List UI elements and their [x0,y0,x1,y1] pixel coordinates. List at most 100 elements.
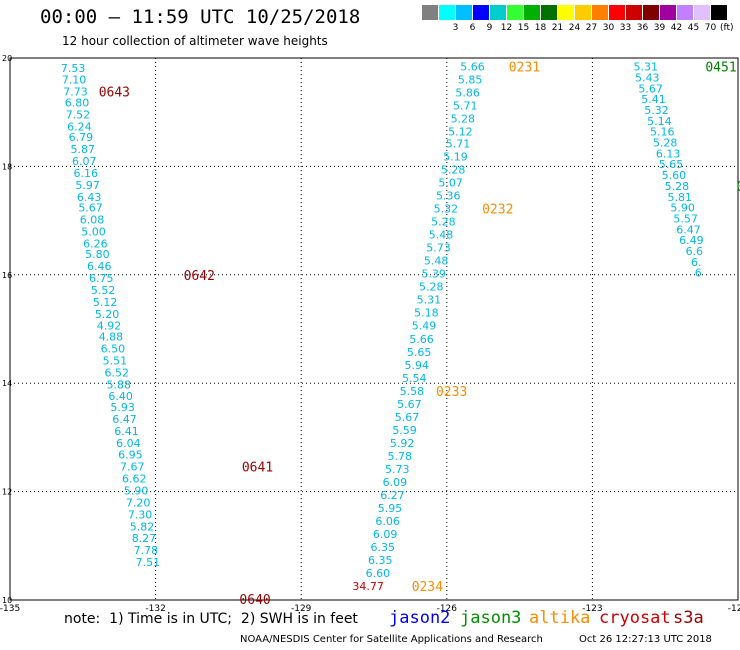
legend-label: 33 [619,23,632,33]
wave-height-label: 6.62 [122,473,147,486]
chart-subtitle: 12 hour collection of altimeter wave hei… [62,34,328,48]
legend-swatch [609,5,626,20]
legend-swatch [558,5,575,20]
legend-label: 18 [534,23,547,33]
legend-label: 15 [517,23,530,33]
legend-swatch [575,5,592,20]
x-tick-label: -132 [145,604,165,614]
wave-height-label: 7.53 [61,62,86,75]
pass-time-label: 0643 [99,86,130,101]
x-tick-label: -135 [0,604,20,614]
wave-height-label: 6.09 [373,528,398,541]
legend-label: 6 [469,23,476,33]
footer-note: note: 1) Time is in UTC; 2) SWH is in fe… [64,611,358,627]
pass-time-label: 0451 [705,61,736,76]
wave-height-label: 6.13 [656,147,681,160]
credit-line: NOAA/NESDIS Center for Satellite Applica… [240,634,543,645]
wave-height-label: 5.28 [665,180,690,193]
wave-height-label: 6.50 [101,343,126,356]
wave-height-label: 5.88 [106,378,131,391]
y-tick-label: 18 [2,162,12,171]
wave-height-label: 5.12 [93,296,118,309]
wave-height-label: 5.00 [81,225,106,238]
wave-height-label: 5.31 [634,61,659,74]
legend-swatch [592,5,609,20]
wave-height-label: 7.10 [62,74,87,87]
legend-swatch [677,5,694,20]
wave-height-label: 6. [691,256,702,269]
wave-height-label: 5.31 [417,294,442,307]
wave-height-label: 6.06 [375,515,400,528]
wave-height-label: 5.16 [650,126,675,139]
legend-swatch [456,5,473,20]
wave-height-label: 6.35 [370,541,395,554]
legend-label: 21 [551,23,564,33]
legend-label: 30 [602,23,615,33]
wave-height-label: 6.08 [80,214,105,227]
pass-time-label: 0642 [184,269,215,284]
wave-height-label: 5.57 [673,212,698,225]
legend-label: 70 [704,23,717,33]
pass-time-label: 0234 [412,580,443,595]
chart-title: 00:00 – 11:59 UTC 10/25/2018 [40,6,361,28]
wave-height-label: 5.73 [426,242,451,255]
wave-height-label: 5.49 [412,320,437,333]
wave-height-label: 6.49 [679,234,704,247]
wave-height-label: 6.35 [368,554,393,567]
wave-height-label: 6.47 [112,413,137,426]
wave-height-label: 5.07 [438,177,463,190]
wave-height-label: 6.95 [118,449,143,462]
pass-time-label: 0641 [242,461,273,476]
legend-swatch [711,5,728,20]
legend-swatch [694,5,711,20]
wave-height-label: 5.12 [448,126,473,139]
wave-height-label: 5.28 [441,164,466,177]
wave-height-label: 5.14 [647,115,672,128]
wave-height-label: 5.65 [659,158,684,171]
x-tick-label: -126 [437,604,458,614]
wave-height-label: 5.81 [668,191,693,204]
pass-time-label: 0232 [482,203,513,218]
wave-height-label: 5.95 [378,502,403,515]
legend-swatch [473,5,490,20]
wave-height-label: 6.80 [65,96,90,109]
wave-height-label: 5.67 [397,398,422,411]
legend-swatch [507,5,524,20]
wave-height-label: 7.78 [134,544,159,557]
pass-time-label: 0 [737,180,740,195]
wave-height-label: 5.90 [670,202,695,215]
legend-label: 42 [670,23,683,33]
legend-swatch [524,5,541,20]
wave-height-label: 7.73 [63,86,88,99]
wave-height-label: 5.82 [130,520,155,533]
wave-height-label: 5.18 [414,307,439,320]
wave-height-label: 6.07 [72,155,97,168]
wave-height-label: 6.47 [676,223,701,236]
y-tick-label: 14 [2,379,12,388]
legend-label: 27 [585,23,598,33]
wave-height-label: 5.20 [95,308,120,321]
legend-label: 39 [653,23,666,33]
wave-height-label: 6 [695,267,702,280]
legend-swatch [422,5,439,20]
wave-height-label: 5.59 [392,424,417,437]
wave-height-label: 5.36 [436,190,461,203]
wave-height-label: 5.28 [419,281,444,294]
wave-height-label: 6.75 [89,272,114,285]
legend-swatch [660,5,677,20]
y-tick-label: 10 [2,596,12,605]
x-tick-label: -129 [291,604,312,614]
plot-frame [9,57,739,601]
legend-label: 24 [568,23,581,33]
wave-height-label: 5.87 [71,143,96,156]
wave-height-label: 5.67 [638,82,663,95]
wave-height-label: 5.41 [641,93,666,106]
legend-swatch [626,5,643,20]
mission-altika: altika [529,608,591,628]
y-tick-label: 20 [2,54,12,63]
wave-height-label: 5.19 [443,151,468,164]
y-tick-label: 12 [2,488,12,497]
wave-height-label: 5.54 [402,372,427,385]
color-scale-legend: 3 6 9 12 15 18 21 24 27 30 33 36 39 42 45 70 (ft) [422,5,734,36]
wave-height-label: 5.80 [85,248,110,261]
